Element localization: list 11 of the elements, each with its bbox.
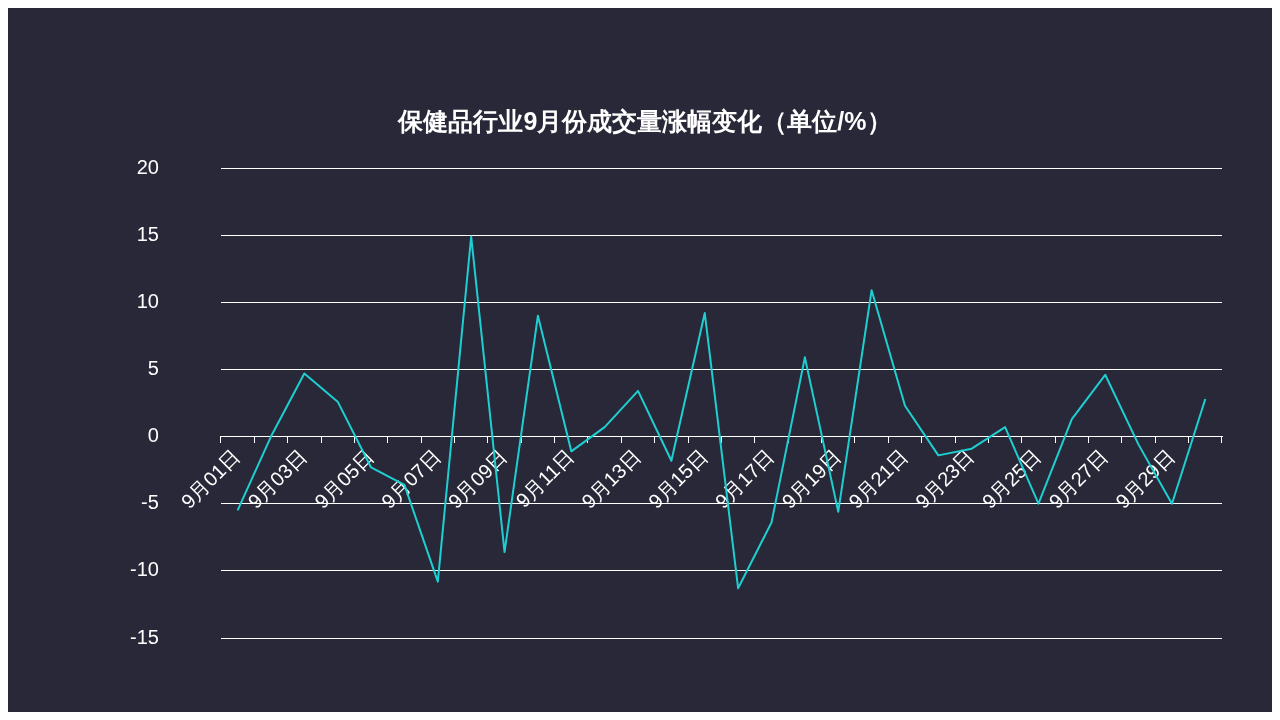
y-tick-label: 20	[136, 155, 159, 178]
y-tick-label: -15	[130, 625, 159, 648]
y-tick-label: 0	[147, 424, 159, 447]
chart-title: 保健品行业9月份成交量涨幅变化（单位/%）	[397, 106, 892, 135]
x-tick-label: 9月11日	[511, 445, 579, 512]
x-tick-label: 9月01日	[176, 445, 245, 513]
y-tick-label: 5	[147, 356, 159, 379]
y-tick-label: -5	[141, 491, 159, 514]
y-tick-label: -10	[130, 558, 159, 581]
y-tick-label: 15	[136, 222, 159, 245]
y-tick-label: 10	[136, 289, 159, 312]
